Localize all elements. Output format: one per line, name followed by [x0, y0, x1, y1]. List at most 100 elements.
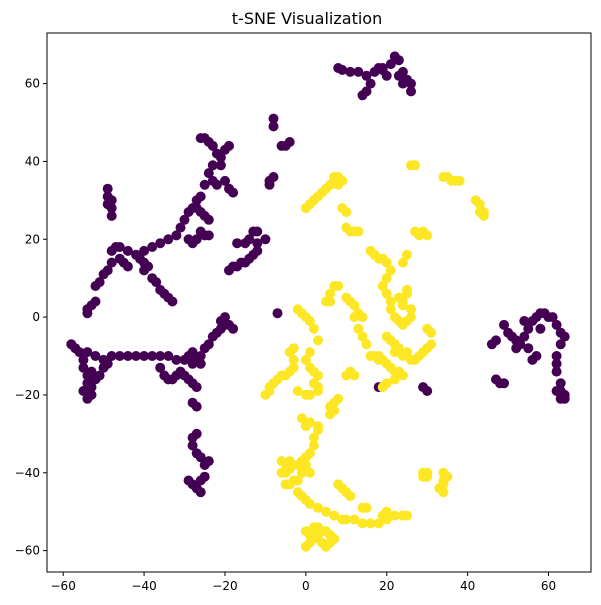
scatter-point: [78, 386, 89, 396]
scatter-point: [357, 90, 368, 101]
scatter-point: [373, 518, 384, 529]
scatter-point: [333, 393, 344, 404]
scatter-point: [131, 351, 141, 361]
scatter-point: [268, 172, 279, 182]
y-tick-label: 20: [25, 232, 40, 246]
scatter-point: [220, 175, 230, 186]
scatter-point: [308, 440, 319, 451]
scatter-point: [377, 281, 388, 291]
scatter-point: [288, 354, 299, 365]
scatter-point: [82, 347, 93, 358]
scatter-point: [523, 323, 534, 334]
scatter-point: [304, 498, 315, 509]
scatter-point: [397, 257, 408, 268]
scatter-point: [325, 296, 336, 307]
x-tick-label: −60: [51, 579, 76, 593]
scatter-point: [300, 389, 311, 400]
scatter-point: [215, 316, 226, 326]
plot-frame: [46, 32, 592, 573]
scatter-point: [353, 226, 364, 237]
scatter-point: [232, 238, 243, 249]
scatter-point: [106, 351, 117, 361]
scatter-point: [276, 467, 287, 478]
scatter-point: [349, 300, 360, 311]
scatter-point: [402, 284, 412, 295]
scatter-point: [555, 378, 566, 389]
scatter-point: [106, 210, 117, 221]
scatter-point: [422, 323, 433, 334]
scatter-point: [284, 137, 295, 147]
points-layer: [66, 51, 570, 552]
chart-title: t-SNE Visualization: [232, 9, 382, 28]
scatter-point: [203, 168, 214, 179]
scatter-point: [385, 304, 396, 315]
scatter-point: [317, 187, 327, 198]
scatter-point: [151, 277, 162, 288]
scatter-point: [102, 199, 113, 210]
scatter-point: [167, 296, 178, 307]
scatter-point: [296, 467, 307, 478]
scatter-point: [300, 203, 311, 214]
scatter-point: [155, 351, 166, 361]
scatter-point: [313, 522, 323, 533]
scatter-point: [349, 312, 360, 323]
scatter-point: [385, 265, 396, 276]
scatter-point: [325, 409, 336, 420]
scatter-point: [199, 179, 210, 190]
scatter-point: [426, 339, 437, 350]
scatter-point: [381, 378, 392, 389]
scatter-point: [527, 354, 538, 365]
scatter-point: [175, 222, 186, 233]
scatter-point: [406, 304, 416, 315]
scatter-point: [300, 354, 311, 365]
scatter-point: [284, 456, 295, 467]
scatter-point: [385, 59, 396, 70]
scatter-point: [215, 160, 226, 171]
scatter-point: [82, 308, 93, 319]
scatter-point: [74, 347, 85, 358]
scatter-point: [361, 339, 372, 350]
y-tick-label: −60: [15, 544, 40, 558]
scatter-point: [397, 78, 408, 89]
scatter-point: [300, 460, 311, 470]
y-tick-label: −40: [15, 466, 40, 480]
scatter-point: [353, 323, 364, 334]
scatter-point: [114, 351, 125, 361]
scatter-point: [183, 351, 194, 361]
scatter-point: [491, 374, 501, 385]
scatter-point: [313, 370, 323, 381]
scatter-point: [195, 452, 206, 463]
scatter-point: [122, 351, 133, 361]
scatter-point: [102, 183, 113, 194]
scatter-point: [454, 175, 465, 186]
scatter-point: [410, 160, 421, 171]
scatter-point: [406, 312, 416, 323]
scatter-point: [478, 207, 489, 217]
x-tick-label: 20: [379, 579, 394, 593]
scatter-point: [349, 514, 360, 525]
scatter-point: [187, 440, 198, 451]
scatter-point: [438, 487, 449, 498]
scatter-point: [224, 140, 234, 151]
scatter-point: [345, 66, 356, 77]
scatter-point: [486, 339, 497, 350]
scatter-point: [207, 160, 218, 171]
scatter-point: [499, 319, 509, 330]
x-tick-label: 0: [302, 579, 310, 593]
scatter-point: [199, 343, 210, 354]
y-tick-label: 60: [25, 77, 40, 91]
scatter-point: [329, 281, 340, 291]
scatter-point: [357, 518, 368, 529]
scatter-point: [393, 292, 404, 303]
scatter-point: [337, 65, 348, 75]
scatter-point: [373, 354, 384, 365]
scatter-point: [499, 378, 509, 389]
scatter-point: [155, 362, 166, 373]
scatter-point: [555, 339, 566, 350]
scatter-point: [122, 261, 133, 272]
scatter-point: [551, 386, 562, 396]
scatter-point: [240, 238, 251, 249]
scatter-point: [377, 63, 388, 73]
scatter-point: [78, 354, 89, 365]
